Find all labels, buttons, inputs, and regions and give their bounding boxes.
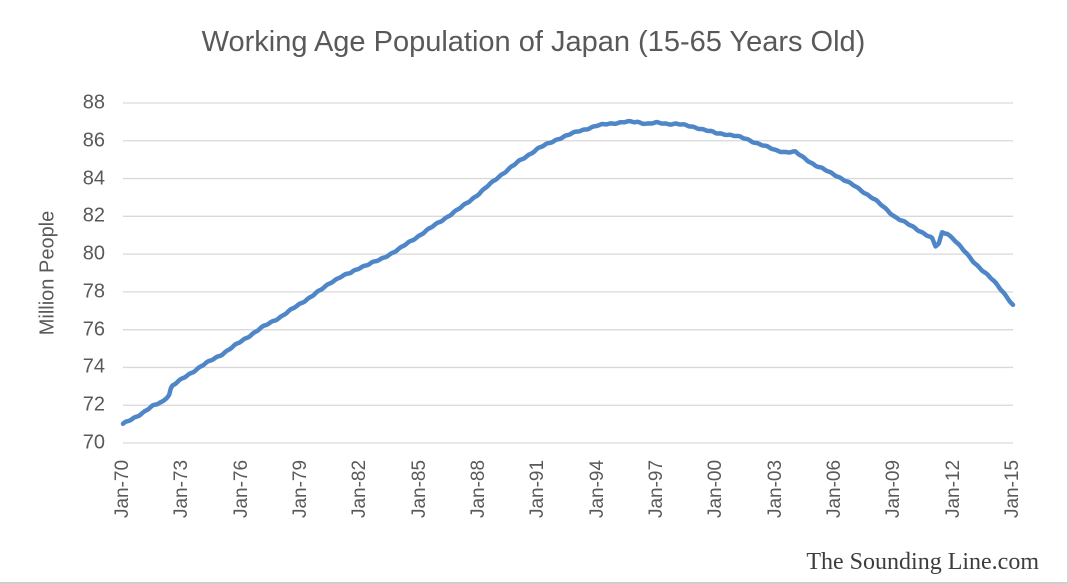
x-tick-label: Jan-00 (705, 459, 727, 519)
y-tick-label: 74 (82, 355, 105, 378)
x-tick-label: Jan-94 (586, 459, 608, 519)
x-tick-label: Jan-88 (468, 459, 489, 519)
y-tick-label: 82 (82, 204, 105, 227)
line-chart-svg (120, 102, 1016, 444)
y-tick-label: 80 (82, 242, 105, 265)
x-tick-label: Jan-09 (883, 459, 905, 519)
x-tick-label: Jan-91 (527, 459, 549, 519)
y-tick-label: 72 (82, 393, 105, 416)
plot-area (120, 102, 1016, 444)
x-tick-label: Jan-85 (408, 459, 430, 519)
y-tick-label: 86 (82, 129, 105, 152)
y-tick-label: 84 (82, 167, 105, 190)
x-tick-label: Jan-15 (1002, 459, 1023, 519)
watermark-text: The Sounding Line.com (806, 549, 1039, 575)
x-tick-label: Jan-97 (646, 459, 667, 519)
chart-title: Working Age Population of Japan (15-65 Y… (201, 26, 866, 58)
x-tick-label: Jan-70 (112, 459, 133, 519)
gridlines (123, 102, 1013, 444)
y-axis-title: Million People (36, 210, 59, 336)
x-tick-label: Jan-12 (942, 459, 964, 519)
x-tick-label: Jan-03 (764, 459, 786, 519)
y-tick-label: 76 (82, 318, 105, 341)
x-tick-label: Jan-79 (290, 459, 311, 519)
x-tick-label: Jan-73 (171, 459, 193, 519)
population-line-series (120, 118, 1016, 426)
y-tick-label: 70 (82, 431, 105, 454)
x-tick-label: Jan-82 (349, 459, 371, 519)
y-tick-label: 88 (82, 91, 105, 114)
x-tick-label: Jan-76 (230, 459, 252, 519)
x-tick-label: Jan-06 (824, 459, 845, 519)
y-tick-label: 78 (82, 280, 105, 303)
